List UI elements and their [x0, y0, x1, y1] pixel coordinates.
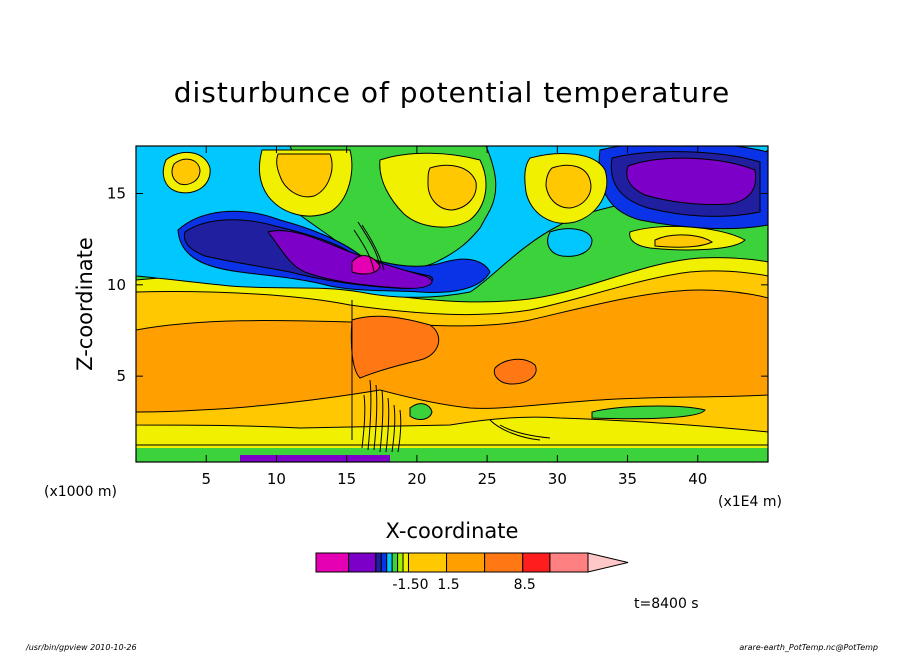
footer-left: /usr/bin/gpview 2010-10-26 [25, 643, 137, 652]
blob-deep-orange-center [350, 315, 440, 379]
colorbar-label: 1.5 [437, 577, 459, 593]
cell-orange-ridge [654, 234, 713, 248]
y-tick-label: 5 [116, 367, 126, 385]
colorbar-label: -1.50 [392, 577, 428, 593]
colorbar-segment [380, 552, 388, 573]
x-tick-label: 5 [201, 470, 211, 488]
y-tick-label: 10 [107, 276, 126, 294]
region-purple-topright [626, 157, 757, 206]
axes: 5 10 15 20 25 30 35 40 5 10 15 [107, 146, 768, 488]
x-tick-label: 30 [548, 470, 567, 488]
time-label: t=8400 s [634, 596, 699, 612]
colorbar-arrow [587, 552, 629, 573]
colorbar-segment [315, 552, 350, 573]
band-surface-purple [240, 455, 390, 462]
x-tick-label: 35 [618, 470, 637, 488]
cell-orange-upper-center [427, 164, 477, 211]
colorbar-segment [484, 552, 524, 573]
turbulence-lines [351, 221, 551, 453]
x-tick-label: 25 [478, 470, 497, 488]
colorbar-segment [375, 552, 382, 573]
colorbar-segment [386, 552, 393, 573]
colorbar-segment [348, 552, 377, 573]
y-tick-label: 15 [107, 184, 126, 202]
colorbar-segment [522, 552, 551, 573]
cell-orange-upper-mid [276, 153, 333, 198]
x-tick-label: 40 [688, 470, 707, 488]
y-axis-label: Z-coordinate [73, 237, 97, 371]
blob-deep-orange-right [493, 358, 537, 385]
colorbar-segment [407, 552, 448, 573]
colorbar: -1.50 1.5 8.5 [315, 552, 629, 593]
contour-field [136, 146, 768, 462]
x-tick-label: 10 [267, 470, 286, 488]
footer-right: arare-earth_PotTemp.nc@PotTemp [739, 643, 878, 652]
cell-orange-upper-left [171, 158, 201, 185]
blob-green-center [409, 403, 433, 420]
blob-green-right [591, 405, 706, 420]
band-surface-green [136, 448, 768, 462]
colorbar-segment [391, 552, 399, 573]
colorbar-segment [446, 552, 486, 573]
x-axis-unit: (x1E4 m) [718, 494, 782, 510]
x-axis-label: X-coordinate [386, 519, 519, 543]
plot-frame [135, 145, 769, 463]
cell-cyan-right [547, 228, 593, 257]
cell-orange-upper-right [545, 164, 592, 209]
x-tick-label: 20 [407, 470, 426, 488]
colorbar-segment [397, 552, 404, 573]
y-axis-unit: (x1000 m) [44, 484, 117, 500]
colorbar-label: 8.5 [514, 577, 536, 593]
colorbar-segment [549, 552, 589, 573]
chart-title: disturbunce of potential temperature [174, 76, 731, 109]
colorbar-segment [402, 552, 409, 573]
region-purple-core [267, 230, 433, 289]
x-tick-label: 15 [337, 470, 356, 488]
